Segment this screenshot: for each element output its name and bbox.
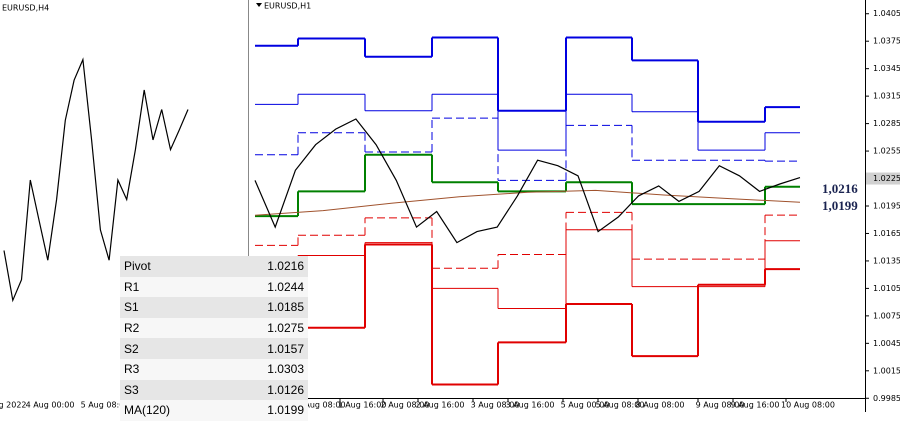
levels-row: S1 1.0185	[120, 297, 308, 318]
y-tick-label: 0.9985	[873, 394, 900, 403]
level-name: R2	[124, 321, 140, 336]
level-name: R3	[124, 362, 140, 377]
level-name: S1	[124, 300, 139, 315]
levels-row: S2 1.0157	[120, 338, 308, 359]
y-tick-label: 1.0165	[873, 229, 900, 238]
left-price-line	[3, 57, 189, 303]
y-tick-label: 1.0045	[873, 339, 900, 348]
y-tick-label: 1.0285	[873, 119, 900, 128]
levels-row: MA(120) 1.0199	[120, 400, 308, 421]
y-tick-label: 1.0105	[873, 284, 900, 293]
ma-annotation: 1,0199	[822, 198, 858, 213]
level-value: 1.0157	[267, 341, 304, 356]
title-arrow	[256, 3, 262, 7]
ma-line	[254, 189, 801, 216]
y-tick-label: 1.0015	[873, 366, 900, 375]
x-tick-label: 9 Aug 16:00	[731, 401, 780, 410]
level-name: MA(120)	[124, 403, 171, 418]
levels-row: R1 1.0244	[120, 276, 308, 298]
left-x-label: ug 2022	[0, 401, 27, 410]
y-tick-label: 1.0195	[873, 202, 900, 211]
levels-row: Pivot 1.0216	[120, 256, 308, 277]
y-tick-label: 1.0315	[873, 92, 900, 101]
x-tick-label: 10 Aug 08:00	[781, 401, 835, 410]
levels-row: R2 1.0275	[120, 317, 308, 339]
y-tick-label: 1.0075	[873, 311, 900, 320]
levels-row: R3 1.0303	[120, 358, 308, 380]
left-chart-title: EURUSD,H4	[2, 4, 49, 13]
level-value: 1.0244	[267, 279, 304, 294]
level-name: S2	[124, 341, 139, 356]
y-tick-label: 1.0375	[873, 37, 900, 46]
left-panel	[0, 0, 247, 412]
last-price-box	[866, 172, 900, 185]
x-tick-label: 9 Aug 08:00	[696, 401, 745, 410]
x-tick-label: 5 Aug 00:00	[561, 401, 610, 410]
y-tick-label: 1.0255	[873, 147, 900, 156]
level-name: S3	[124, 382, 139, 397]
y-tick-label: 1.0345	[873, 64, 900, 73]
level-name: R1	[124, 279, 140, 294]
last-price-label: 1.0225	[873, 174, 900, 183]
x-tick-label: Aug 08:00	[304, 401, 345, 410]
levels-table: Pivot 1.0216 R1 1.0244 S1 1.0185 R2 1.0275 S2 1.0…	[120, 256, 308, 421]
level-value: 1.0185	[267, 300, 304, 315]
left-x-label: 5 Aug 08:00	[81, 401, 130, 410]
levels-row: S3 1.0126	[120, 379, 308, 401]
y-tick-label: 1.0405	[873, 9, 900, 18]
level-value: 1.0303	[267, 362, 304, 377]
right-chart-title: EURUSD,H1	[264, 2, 311, 11]
level-value: 1.0199	[267, 403, 304, 418]
x-tick-label: 3 Aug 16:00	[506, 401, 555, 410]
x-tick-label: 1 Aug 16:00	[338, 401, 387, 410]
level-value: 1.0126	[267, 382, 304, 397]
price-line	[254, 118, 801, 244]
x-tick-label: 2 Aug 08:00	[381, 401, 430, 410]
level-value: 1.0216	[267, 259, 304, 274]
level-name: Pivot	[124, 259, 151, 274]
left-x-label: 4 Aug 00:00	[26, 401, 75, 410]
x-tick-label: 2 Aug 16:00	[416, 401, 465, 410]
x-tick-label: 8 Aug 08:00	[636, 401, 685, 410]
level-value: 1.0275	[267, 321, 304, 336]
y-tick-label: 1.0135	[873, 256, 900, 265]
pivot-annotation: 1,0216	[822, 181, 858, 196]
x-tick-label: 5 Aug 08:00	[596, 401, 645, 410]
x-tick-label: 3 Aug 08:00	[471, 401, 520, 410]
